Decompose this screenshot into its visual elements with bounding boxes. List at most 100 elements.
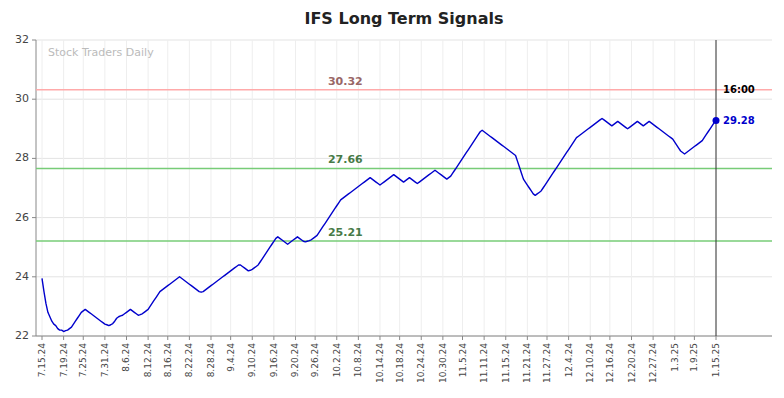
grid-line-x xyxy=(63,40,64,336)
grid-line-x xyxy=(83,40,84,336)
y-tick xyxy=(32,40,36,41)
grid-line-y xyxy=(36,217,772,218)
x-tick xyxy=(336,336,337,340)
grid-line-x xyxy=(547,40,548,336)
grid-line-x xyxy=(148,40,149,336)
x-tick-label: 11.27.24 xyxy=(542,343,552,383)
grid-line-y xyxy=(36,99,772,100)
grid-line-x xyxy=(295,40,296,336)
x-tick-label: 7.25.24 xyxy=(78,343,88,378)
x-tick xyxy=(148,336,149,340)
grid-line-x xyxy=(631,40,632,336)
x-tick xyxy=(273,336,274,340)
x-tick-label: 12.16.24 xyxy=(605,343,615,383)
x-tick xyxy=(462,336,463,340)
x-tick xyxy=(716,336,717,340)
title: IFS Long Term Signals xyxy=(304,9,503,28)
x-tick-label: 8.22.24 xyxy=(184,343,194,378)
grid-line-x xyxy=(442,40,443,336)
x-tick-label: 12.20.24 xyxy=(627,343,637,383)
y-tick-label: 24 xyxy=(15,270,29,283)
x-tick xyxy=(674,336,675,340)
x-tick-label: 7.19.24 xyxy=(59,343,69,378)
y-tick xyxy=(32,276,36,277)
x-tick xyxy=(547,336,548,340)
x-tick xyxy=(527,336,528,340)
x-tick xyxy=(399,336,400,340)
x-tick-label: 10.2.24 xyxy=(332,343,342,378)
grid xyxy=(36,40,772,336)
x-tick xyxy=(568,336,569,340)
grid-line-x xyxy=(42,40,43,336)
reference-line-label: 27.66 xyxy=(328,153,363,166)
x-tick-label: 10.18.24 xyxy=(395,343,405,383)
grid-line-x xyxy=(484,40,485,336)
y-tick xyxy=(32,158,36,159)
last-point-dot xyxy=(713,117,720,124)
reference-line xyxy=(36,240,772,242)
x-tick-label: 9.4.24 xyxy=(226,343,236,372)
x-tick xyxy=(126,336,127,340)
x-tick-label: 9.26.24 xyxy=(310,343,320,378)
last-point-line xyxy=(716,40,717,336)
x-tick xyxy=(63,336,64,340)
x-tick-label: 10.8.24 xyxy=(353,343,363,378)
chart: IFS Long Term Signals2224262830327.15.24… xyxy=(0,0,784,398)
grid-line-x xyxy=(210,40,211,336)
grid-line-x xyxy=(590,40,591,336)
x-tick xyxy=(694,336,695,340)
x-tick xyxy=(358,336,359,340)
grid-line-x xyxy=(399,40,400,336)
x-tick xyxy=(421,336,422,340)
last-price-label: 29.28 xyxy=(723,115,755,126)
x-tick xyxy=(167,336,168,340)
x-tick-label: 7.15.24 xyxy=(37,343,47,378)
x-tick xyxy=(653,336,654,340)
y-tick xyxy=(32,217,36,218)
x-tick-label: 11.11.24 xyxy=(479,343,489,383)
grid-line-x xyxy=(126,40,127,336)
grid-line-x xyxy=(609,40,610,336)
y-tick xyxy=(32,336,36,337)
x-tick xyxy=(442,336,443,340)
x-tick xyxy=(83,336,84,340)
x-tick-label: 10.24.24 xyxy=(416,343,426,383)
x-tick xyxy=(379,336,380,340)
reference-line xyxy=(36,89,772,91)
grid-line-x xyxy=(653,40,654,336)
grid-line-x xyxy=(252,40,253,336)
x-tick-label: 1.9.25 xyxy=(689,343,699,372)
x-tick xyxy=(315,336,316,340)
x-tick xyxy=(590,336,591,340)
last-time-label: 16:00 xyxy=(723,84,755,95)
y-axis-line xyxy=(36,40,37,336)
y-tick-label: 22 xyxy=(15,329,29,342)
x-tick-label: 1.15.25 xyxy=(711,343,721,377)
x-tick-label: 8.12.24 xyxy=(143,343,153,378)
x-tick xyxy=(505,336,506,340)
x-tick-label: 9.20.24 xyxy=(290,343,300,378)
grid-line-x xyxy=(379,40,380,336)
x-tick-label: 8.16.24 xyxy=(163,343,173,378)
grid-line-x xyxy=(167,40,168,336)
y-tick-label: 30 xyxy=(15,92,29,105)
grid-line-x xyxy=(315,40,316,336)
grid-line-x xyxy=(189,40,190,336)
reference-line xyxy=(36,168,772,170)
x-tick-label: 10.30.24 xyxy=(438,343,448,383)
page: {"chart_data": { "type": "line", "title"… xyxy=(0,0,784,398)
x-tick-label: 8.28.24 xyxy=(206,343,216,378)
watermark: Stock Traders Daily xyxy=(48,46,154,59)
grid-line-y xyxy=(36,40,772,41)
x-tick xyxy=(104,336,105,340)
x-tick xyxy=(609,336,610,340)
grid-line-x xyxy=(230,40,231,336)
labels: Stock Traders Daily30.3227.6625.2129.281… xyxy=(48,46,755,239)
grid-line-y xyxy=(36,276,772,277)
x-tick-label: 9.10.24 xyxy=(247,343,257,378)
grid-line-y xyxy=(36,336,772,337)
x-tick-label: 1.3.25 xyxy=(670,343,680,372)
y-tick-label: 32 xyxy=(15,33,29,46)
plot-area xyxy=(36,40,772,336)
grid-line-x xyxy=(421,40,422,336)
